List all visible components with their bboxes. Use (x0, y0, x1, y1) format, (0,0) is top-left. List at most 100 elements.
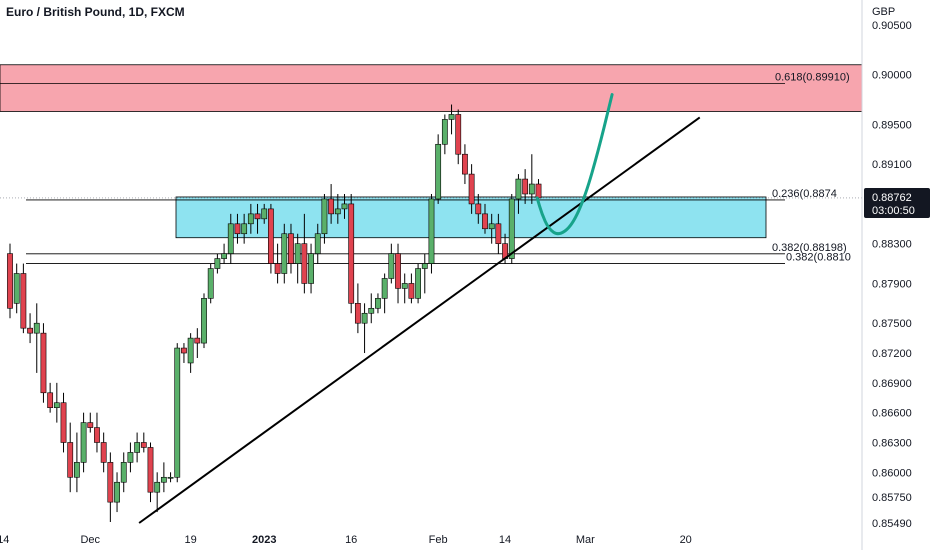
x-tick-label: 14 (499, 534, 511, 546)
projection-curve[interactable] (535, 93, 614, 236)
price-badge-bg (864, 187, 930, 218)
candle-down (468, 173, 475, 205)
candle-down (140, 442, 147, 448)
candle-up (334, 208, 341, 215)
candle-up (160, 476, 167, 483)
x-tick-label: 19 (185, 534, 197, 546)
x-tick-label: 20 (680, 534, 692, 546)
candle-down (20, 273, 27, 329)
candle-up (435, 143, 442, 200)
price-axis[interactable]: GBP 0.90500 0.90000 0.89500 0.89100 0.88300 0… (861, 0, 912, 550)
candle-down (60, 402, 67, 443)
candle-down (354, 303, 361, 324)
fib-label: 0.236(0.8874 (772, 188, 837, 200)
candle-up (261, 208, 268, 220)
y-tick-label: 0.90000 (872, 70, 912, 82)
candle-down (535, 183, 542, 199)
y-tick-label: 0.87900 (872, 278, 912, 290)
x-tick-label: Mar (576, 534, 595, 546)
y-tick-label: 0.86600 (872, 408, 912, 420)
candle-down (395, 253, 401, 289)
candle-down (100, 442, 107, 463)
candle-up (33, 322, 40, 334)
ascending-trendline[interactable] (138, 116, 701, 524)
candle-up (515, 178, 522, 200)
candle-up (388, 253, 395, 279)
candle-down (107, 462, 114, 503)
candle-up (241, 223, 248, 235)
fib-label: 0.382(0.88198) (772, 242, 847, 254)
candle-down (181, 347, 187, 354)
y-tick-label: 0.89500 (872, 119, 912, 131)
time-axis[interactable]: 14 Dec 19 2023 16 Feb 14 Mar 20 (0, 534, 692, 546)
candle-down (455, 114, 462, 155)
candle-down (194, 337, 201, 344)
candle-down (495, 223, 502, 244)
candle-up (74, 462, 80, 478)
candle-up (281, 233, 288, 274)
candle-up (401, 283, 408, 289)
candle-up (114, 481, 120, 503)
currency-label: GBP (872, 6, 895, 18)
candle-up (508, 198, 515, 259)
candle-down (301, 243, 308, 284)
candle-up (201, 298, 207, 344)
candle-up (120, 462, 127, 483)
x-tick-label: 16 (345, 534, 357, 546)
candle-up (154, 481, 161, 493)
candle-up (321, 198, 328, 235)
candle-down (94, 427, 100, 443)
candle-up (415, 268, 421, 299)
x-tick-label: 14 (0, 534, 9, 546)
y-tick-label: 0.86000 (872, 467, 912, 479)
candle-up (187, 337, 194, 364)
countdown-text: 03:00:50 (872, 205, 915, 217)
y-tick-label: 0.90500 (872, 20, 912, 32)
candle-up (528, 183, 535, 195)
y-tick-label: 0.87500 (872, 318, 912, 330)
candle-up (421, 263, 428, 269)
candle-up (294, 243, 301, 264)
candle-up (368, 307, 375, 314)
candle-down (234, 223, 241, 235)
candle-up (53, 402, 60, 408)
x-tick-label: Feb (429, 534, 448, 546)
candle-up (127, 452, 134, 463)
resistance-zone[interactable] (0, 64, 863, 112)
y-tick-label: 0.87200 (872, 348, 912, 360)
candle-down (288, 233, 294, 264)
candle-down (27, 327, 33, 334)
candles-layer (7, 104, 542, 523)
fib-label: 0.382(0.8810 (786, 252, 851, 264)
candle-down (408, 283, 415, 299)
y-tick-label: 0.86900 (872, 378, 912, 390)
candle-up (308, 253, 314, 284)
candle-down (7, 253, 13, 309)
y-tick-label: 0.86300 (872, 437, 912, 449)
x-tick-label: 2023 (252, 534, 276, 546)
candle-up (227, 223, 234, 254)
candle-down (268, 208, 274, 264)
candle-up (361, 312, 368, 324)
candle-up (221, 253, 227, 259)
candle-up (80, 422, 87, 463)
candle-up (167, 476, 174, 479)
candle-down (348, 203, 355, 304)
candle-up (441, 119, 448, 145)
y-tick-label: 0.89100 (872, 159, 912, 171)
candle-down (254, 213, 261, 220)
candle-up (13, 273, 20, 304)
chart-title: Euro / British Pound, 1D, FXCM (6, 5, 185, 19)
candle-down (67, 442, 74, 478)
candle-up (375, 298, 381, 309)
candle-up (428, 198, 435, 264)
candle-up (381, 278, 388, 299)
candle-down (328, 198, 335, 215)
x-tick-label: Dec (80, 534, 100, 546)
candle-up (134, 442, 141, 453)
candle-down (87, 422, 94, 428)
candle-up (214, 258, 221, 269)
candle-up (488, 223, 495, 230)
candle-down (147, 447, 154, 493)
